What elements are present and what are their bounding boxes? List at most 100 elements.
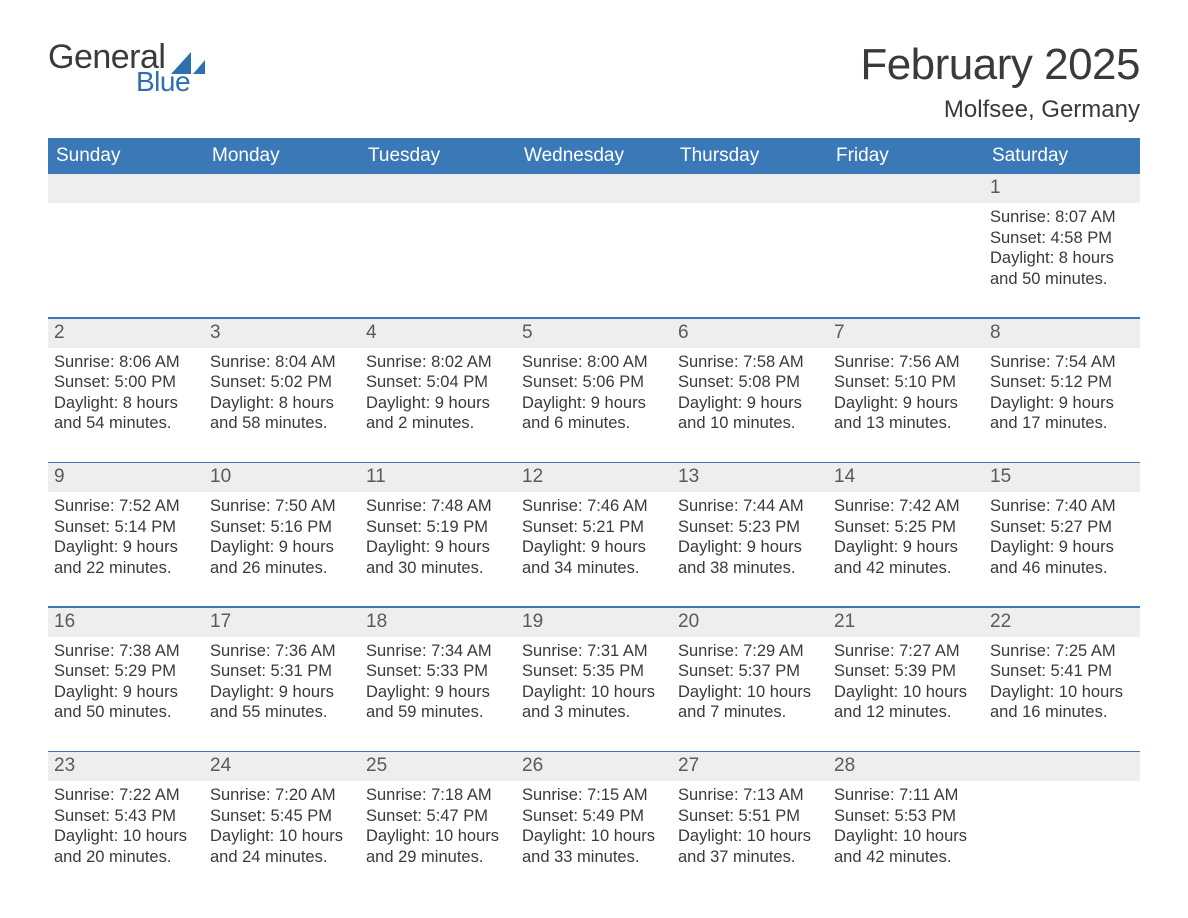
day-cell [360, 203, 516, 299]
day-number: 15 [984, 463, 1140, 492]
day-number: 10 [204, 463, 360, 492]
day-number: 14 [828, 463, 984, 492]
day-cell: Sunrise: 7:11 AMSunset: 5:53 PMDaylight:… [828, 781, 984, 877]
day-header: Monday [204, 138, 360, 174]
day-number: 26 [516, 752, 672, 781]
day-header-row: Sunday Monday Tuesday Wednesday Thursday… [48, 138, 1140, 174]
day-cell: Sunrise: 7:18 AMSunset: 5:47 PMDaylight:… [360, 781, 516, 877]
daynum-row: 1 [48, 174, 1140, 203]
day-cell: Sunrise: 7:31 AMSunset: 5:35 PMDaylight:… [516, 637, 672, 733]
day-cell: Sunrise: 8:07 AMSunset: 4:58 PMDaylight:… [984, 203, 1140, 299]
day-cell [48, 203, 204, 299]
week-3: 9 10 11 12 13 14 15 Sunrise: 7:52 AMSuns… [48, 463, 1140, 588]
day-number: 28 [828, 752, 984, 781]
day-number: 7 [828, 319, 984, 348]
day-cell: Sunrise: 7:13 AMSunset: 5:51 PMDaylight:… [672, 781, 828, 877]
title-month-year: February 2025 [860, 40, 1140, 90]
day-cell: Sunrise: 7:42 AMSunset: 5:25 PMDaylight:… [828, 492, 984, 588]
day-cell: Sunrise: 7:36 AMSunset: 5:31 PMDaylight:… [204, 637, 360, 733]
day-number: 20 [672, 608, 828, 637]
header: General Blue February 2025 Molfsee, Germ… [48, 40, 1140, 124]
day-header: Saturday [984, 138, 1140, 174]
day-number: 4 [360, 319, 516, 348]
day-number: 3 [204, 319, 360, 348]
day-number: 25 [360, 752, 516, 781]
daybody-row: Sunrise: 7:52 AMSunset: 5:14 PMDaylight:… [48, 492, 1140, 588]
day-number: 8 [984, 319, 1140, 348]
day-number: 11 [360, 463, 516, 492]
day-number: 12 [516, 463, 672, 492]
day-cell: Sunrise: 7:25 AMSunset: 5:41 PMDaylight:… [984, 637, 1140, 733]
day-cell: Sunrise: 7:54 AMSunset: 5:12 PMDaylight:… [984, 348, 1140, 444]
day-number: 1 [984, 174, 1140, 203]
day-number [828, 174, 984, 203]
day-number: 21 [828, 608, 984, 637]
daynum-row: 16 17 18 19 20 21 22 [48, 608, 1140, 637]
daybody-row: Sunrise: 7:38 AMSunset: 5:29 PMDaylight:… [48, 637, 1140, 733]
day-number: 6 [672, 319, 828, 348]
daynum-row: 9 10 11 12 13 14 15 [48, 463, 1140, 492]
day-number [204, 174, 360, 203]
day-cell: Sunrise: 7:46 AMSunset: 5:21 PMDaylight:… [516, 492, 672, 588]
day-cell: Sunrise: 7:40 AMSunset: 5:27 PMDaylight:… [984, 492, 1140, 588]
day-cell: Sunrise: 7:44 AMSunset: 5:23 PMDaylight:… [672, 492, 828, 588]
day-cell: Sunrise: 7:15 AMSunset: 5:49 PMDaylight:… [516, 781, 672, 877]
day-cell: Sunrise: 7:27 AMSunset: 5:39 PMDaylight:… [828, 637, 984, 733]
day-cell [204, 203, 360, 299]
logo: General Blue [48, 40, 205, 96]
daybody-row: Sunrise: 8:06 AMSunset: 5:00 PMDaylight:… [48, 348, 1140, 444]
calendar: Sunday Monday Tuesday Wednesday Thursday… [48, 138, 1140, 877]
day-cell: Sunrise: 8:02 AMSunset: 5:04 PMDaylight:… [360, 348, 516, 444]
calendar-page: General Blue February 2025 Molfsee, Germ… [0, 0, 1188, 917]
week-4: 16 17 18 19 20 21 22 Sunrise: 7:38 AMSun… [48, 608, 1140, 733]
day-number: 9 [48, 463, 204, 492]
title-location: Molfsee, Germany [860, 96, 1140, 124]
week-2: 2 3 4 5 6 7 8 Sunrise: 8:06 AMSunset: 5:… [48, 319, 1140, 444]
day-cell: Sunrise: 7:52 AMSunset: 5:14 PMDaylight:… [48, 492, 204, 588]
day-cell: Sunrise: 8:00 AMSunset: 5:06 PMDaylight:… [516, 348, 672, 444]
day-number: 24 [204, 752, 360, 781]
day-header: Tuesday [360, 138, 516, 174]
day-number: 22 [984, 608, 1140, 637]
day-number [672, 174, 828, 203]
title-block: February 2025 Molfsee, Germany [860, 40, 1140, 124]
day-header: Sunday [48, 138, 204, 174]
day-number [360, 174, 516, 203]
day-cell [984, 781, 1140, 877]
day-cell: Sunrise: 8:04 AMSunset: 5:02 PMDaylight:… [204, 348, 360, 444]
day-number: 2 [48, 319, 204, 348]
day-cell: Sunrise: 7:58 AMSunset: 5:08 PMDaylight:… [672, 348, 828, 444]
week-5: 23 24 25 26 27 28 Sunrise: 7:22 AMSunset… [48, 752, 1140, 877]
day-header: Wednesday [516, 138, 672, 174]
daynum-row: 2 3 4 5 6 7 8 [48, 319, 1140, 348]
day-cell: Sunrise: 7:38 AMSunset: 5:29 PMDaylight:… [48, 637, 204, 733]
day-cell: Sunrise: 7:34 AMSunset: 5:33 PMDaylight:… [360, 637, 516, 733]
day-number: 5 [516, 319, 672, 348]
week-1: 1 Sunrise: 8:07 AMSunset: 4:58 PMDayligh… [48, 174, 1140, 299]
day-number: 18 [360, 608, 516, 637]
day-cell: Sunrise: 7:50 AMSunset: 5:16 PMDaylight:… [204, 492, 360, 588]
daybody-row: Sunrise: 8:07 AMSunset: 4:58 PMDaylight:… [48, 203, 1140, 299]
day-number: 27 [672, 752, 828, 781]
day-cell [828, 203, 984, 299]
day-cell: Sunrise: 8:06 AMSunset: 5:00 PMDaylight:… [48, 348, 204, 444]
logo-text-blue: Blue [136, 68, 205, 96]
day-number: 16 [48, 608, 204, 637]
day-number: 13 [672, 463, 828, 492]
day-cell: Sunrise: 7:29 AMSunset: 5:37 PMDaylight:… [672, 637, 828, 733]
day-cell: Sunrise: 7:22 AMSunset: 5:43 PMDaylight:… [48, 781, 204, 877]
day-header: Thursday [672, 138, 828, 174]
day-cell [672, 203, 828, 299]
day-cell: Sunrise: 7:48 AMSunset: 5:19 PMDaylight:… [360, 492, 516, 588]
day-header: Friday [828, 138, 984, 174]
day-number: 17 [204, 608, 360, 637]
day-number: 19 [516, 608, 672, 637]
day-cell: Sunrise: 7:56 AMSunset: 5:10 PMDaylight:… [828, 348, 984, 444]
daybody-row: Sunrise: 7:22 AMSunset: 5:43 PMDaylight:… [48, 781, 1140, 877]
day-number [48, 174, 204, 203]
day-number [516, 174, 672, 203]
day-cell: Sunrise: 7:20 AMSunset: 5:45 PMDaylight:… [204, 781, 360, 877]
day-number [984, 752, 1140, 781]
day-cell [516, 203, 672, 299]
day-number: 23 [48, 752, 204, 781]
